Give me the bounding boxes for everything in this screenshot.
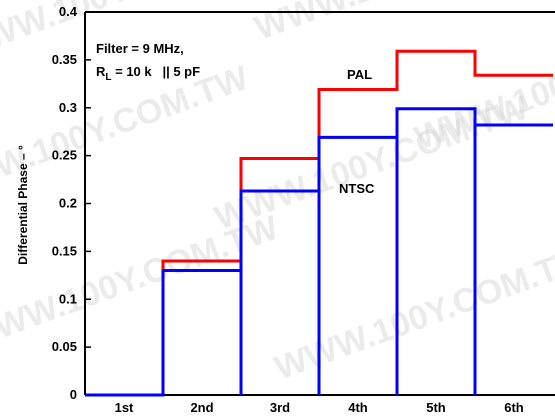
y-tick-label: 0.1 bbox=[59, 291, 77, 306]
x-tick-label: 1st bbox=[115, 400, 134, 415]
series-label-ntsc: NTSC bbox=[339, 181, 375, 196]
y-tick-label: 0.35 bbox=[52, 52, 77, 67]
y-tick-label: 0 bbox=[70, 387, 77, 402]
y-tick-labels: 0 0.05 0.1 0.15 0.2 0.25 0.3 0.35 0.4 bbox=[52, 4, 78, 402]
annotation-line-1: Filter = 9 MHz, bbox=[96, 41, 184, 56]
series-layer bbox=[85, 49, 553, 397]
y-tick-label: 0.2 bbox=[59, 196, 77, 211]
y-tick-label: 0.3 bbox=[59, 100, 77, 115]
watermark-text: WWW.100Y.COM.TW bbox=[0, 0, 274, 68]
watermark-layer: WWW.100Y.COM.TWWWW.100Y.COM.TWWWW.100Y.C… bbox=[0, 0, 555, 388]
y-tick-label: 0.4 bbox=[59, 4, 78, 19]
y-tick-label: 0.15 bbox=[52, 243, 77, 258]
filter-annotation: Filter = 9 MHz, RL = 10 k || 5 pF bbox=[96, 41, 200, 83]
x-tick-label: 3rd bbox=[270, 400, 290, 415]
watermark-text: WWW.100Y.COM.TW bbox=[410, 8, 555, 157]
x-tick-label: 2nd bbox=[190, 400, 213, 415]
x-tick-label: 4th bbox=[348, 400, 368, 415]
series-label-pal: PAL bbox=[347, 67, 372, 82]
watermark-text: WWW.100Y.COM.TW bbox=[0, 58, 254, 207]
y-tick-label: 0.25 bbox=[52, 148, 77, 163]
y-axis-label: Differential Phase – ° bbox=[16, 145, 30, 265]
watermark-text: WWW.100Y.COM.TW bbox=[250, 0, 555, 48]
watermark-text: WWW.100Y.COM.TW bbox=[270, 238, 555, 387]
annotation-line-2: RL = 10 k || 5 pF bbox=[96, 64, 200, 83]
y-tick-label: 0.05 bbox=[52, 339, 77, 354]
x-tick-label: 6th bbox=[504, 400, 524, 415]
x-tick-label: 5th bbox=[426, 400, 446, 415]
x-tick-labels: 1st 2nd 3rd 4th 5th 6th bbox=[115, 400, 524, 415]
